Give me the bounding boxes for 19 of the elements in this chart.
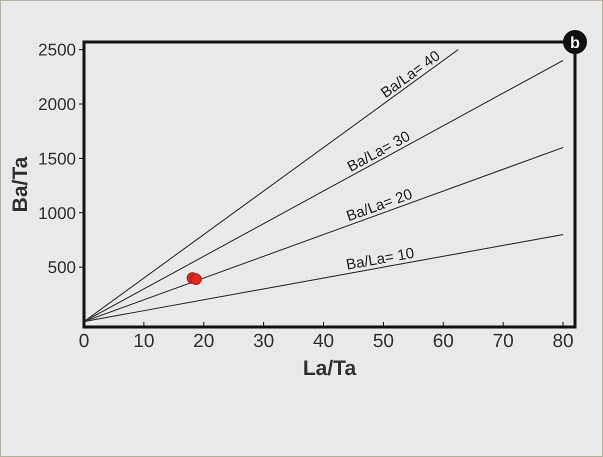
x-tick-label: 60 — [432, 331, 454, 352]
x-tick-label: 80 — [552, 331, 574, 352]
y-tick-label: 2000 — [38, 95, 76, 114]
y-tick-label: 500 — [48, 258, 76, 278]
x-tick-label: 40 — [312, 331, 334, 352]
x-tick-label: 10 — [133, 331, 154, 352]
annotation: b — [570, 35, 580, 52]
text: Ba/La= 10 — [344, 244, 416, 274]
y-tick-label: 1500 — [38, 149, 76, 168]
x-tick-label: 50 — [372, 331, 394, 352]
y-axis-title: Ba/Ta — [9, 156, 32, 212]
x-tick-label: 70 — [492, 331, 514, 352]
x-axis-title: La/Ta — [302, 357, 356, 380]
y-tick-label: 1000 — [38, 204, 76, 223]
y-tick-label: 2500 — [38, 40, 76, 60]
text: Ba/La= 20 — [344, 186, 415, 226]
x-tick-label: 0 — [78, 331, 90, 352]
x-tick-label: 20 — [193, 331, 214, 352]
x-tick-label: 30 — [253, 331, 274, 352]
